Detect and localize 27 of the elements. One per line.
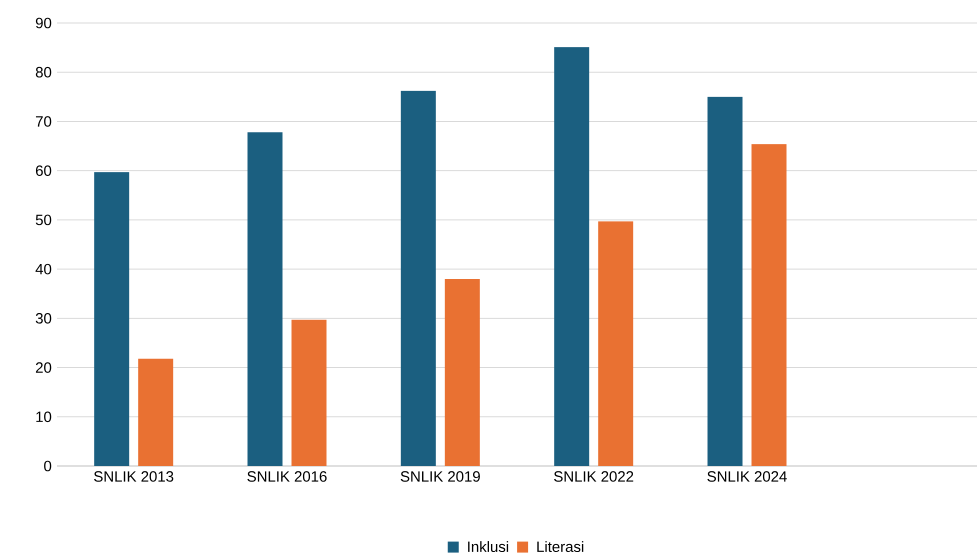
y-tick-label: 40 xyxy=(36,264,52,274)
legend-label: Literasi xyxy=(537,541,584,552)
legend-label: Inklusi xyxy=(468,541,508,552)
y-tick-label: 70 xyxy=(36,116,52,127)
y-tick-label: 30 xyxy=(36,313,52,324)
y-tick-label: 80 xyxy=(36,66,52,78)
x-tick-label: SNLIK 2016 xyxy=(247,471,327,482)
bar xyxy=(138,358,174,466)
bar xyxy=(752,144,787,466)
x-tick-label: SNLIK 2024 xyxy=(707,471,787,482)
y-tick-label: 20 xyxy=(36,362,52,373)
bar xyxy=(598,221,634,466)
y-tick-label: 0 xyxy=(44,460,52,472)
bar xyxy=(708,96,743,466)
x-tick-label: SNLIK 2019 xyxy=(400,471,480,482)
bar xyxy=(94,172,130,466)
y-tick-label: 50 xyxy=(36,214,52,226)
y-tick-label: 60 xyxy=(36,165,52,176)
y-tick-label: 10 xyxy=(36,411,52,422)
bar xyxy=(400,90,436,466)
bar xyxy=(554,47,590,466)
x-tick-label: SNLIK 2013 xyxy=(94,471,174,482)
bar xyxy=(292,320,327,466)
bar xyxy=(248,132,283,466)
y-tick-label: 90 xyxy=(36,18,52,28)
bar xyxy=(444,278,480,466)
x-tick-label: SNLIK 2022 xyxy=(554,471,634,482)
